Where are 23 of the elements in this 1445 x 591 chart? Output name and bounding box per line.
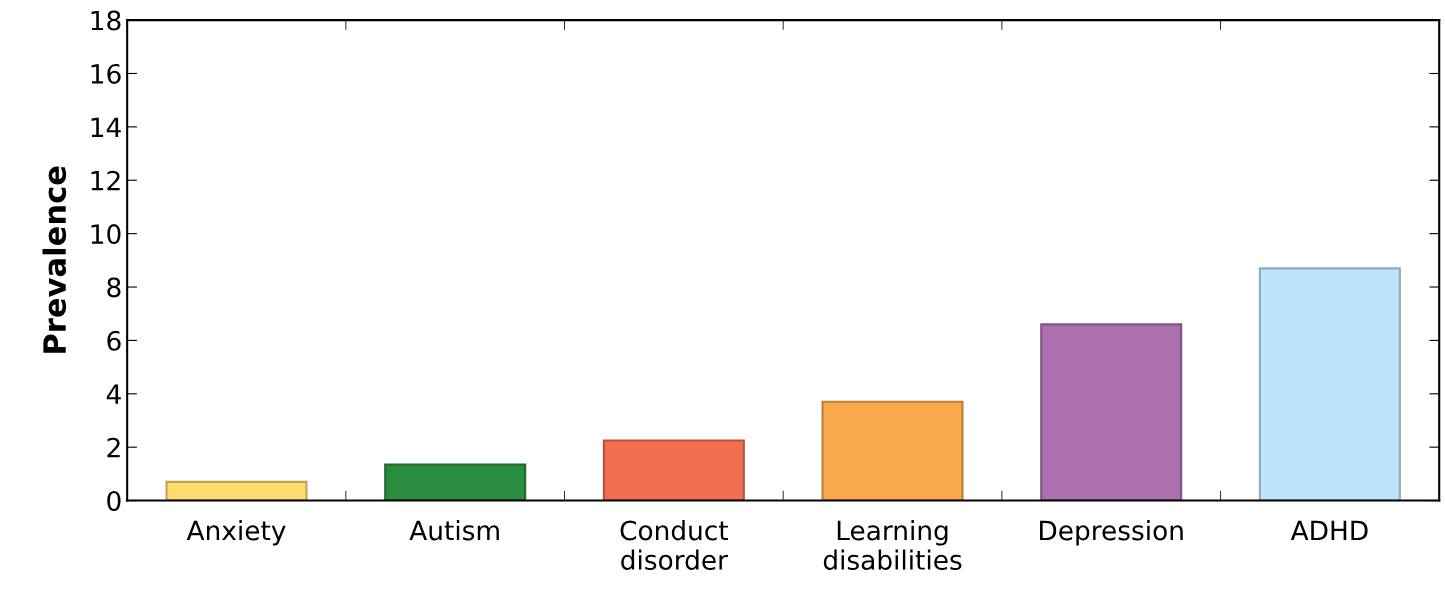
y-axis-title: Prevalence [42, 166, 67, 353]
bar [821, 400, 964, 501]
bar [384, 463, 527, 501]
y-tick-label: 12 [91, 170, 120, 191]
x-tick-label: ADHD [1290, 520, 1368, 541]
y-tick-label: 16 [91, 63, 121, 84]
y-tick-label: 6 [107, 330, 121, 351]
x-tick-label: Autism [409, 520, 499, 541]
x-tick-label: Depression [1040, 520, 1183, 546]
bar [602, 439, 745, 501]
y-tick-label: 2 [107, 437, 120, 458]
y-tick-label: 14 [91, 117, 121, 137]
y-tick-label: 4 [106, 384, 121, 404]
bar [1040, 323, 1183, 501]
bar [165, 480, 308, 501]
y-tick-label: 18 [91, 10, 121, 31]
y-tick-label: 0 [107, 491, 121, 511]
x-tick-label: Conduct disorder [620, 520, 729, 570]
y-tick-label: 10 [91, 224, 121, 245]
x-tick-label: Anxiety [186, 520, 286, 546]
x-tick-label: Learning disabilities [823, 520, 962, 570]
bar [1258, 267, 1401, 501]
y-tick-label: 8 [107, 277, 121, 298]
